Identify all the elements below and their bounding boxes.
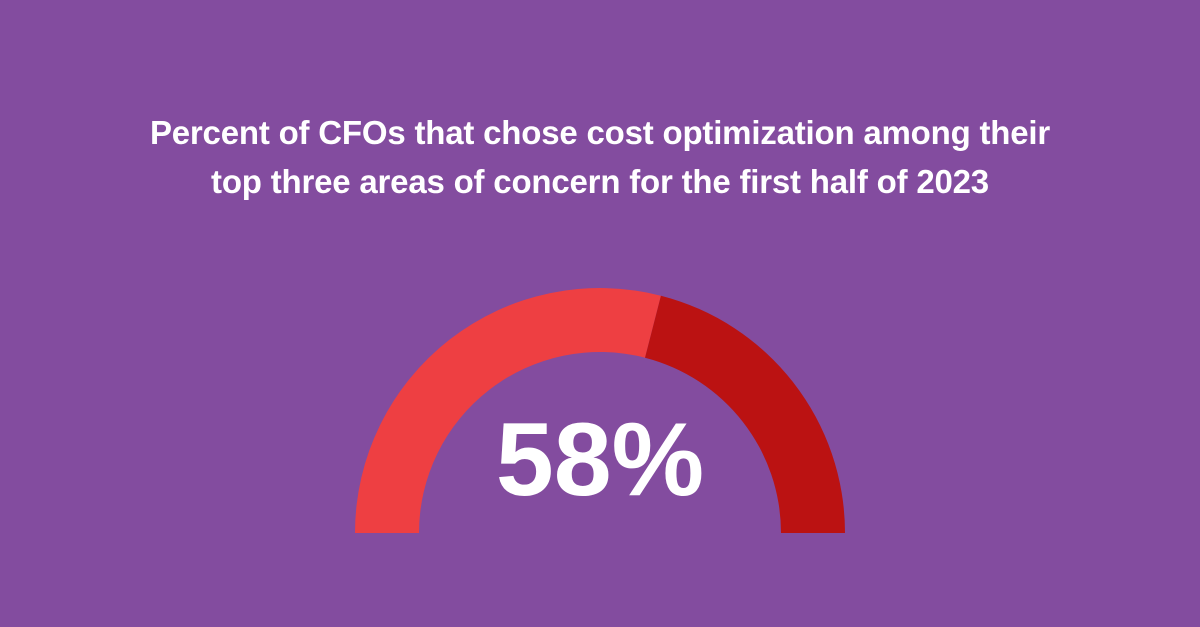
chart-title-line-1: Percent of CFOs that chose cost optimiza… (149, 114, 1051, 151)
gauge-segment-filled (355, 288, 661, 533)
gauge-value-label: 58% (495, 402, 705, 518)
chart-title: Percent of CFOs that chose cost optimiza… (0, 108, 1200, 206)
gauge-segment-remaining (645, 295, 845, 533)
chart-title-line-2: top three areas of concern for the first… (211, 163, 989, 200)
